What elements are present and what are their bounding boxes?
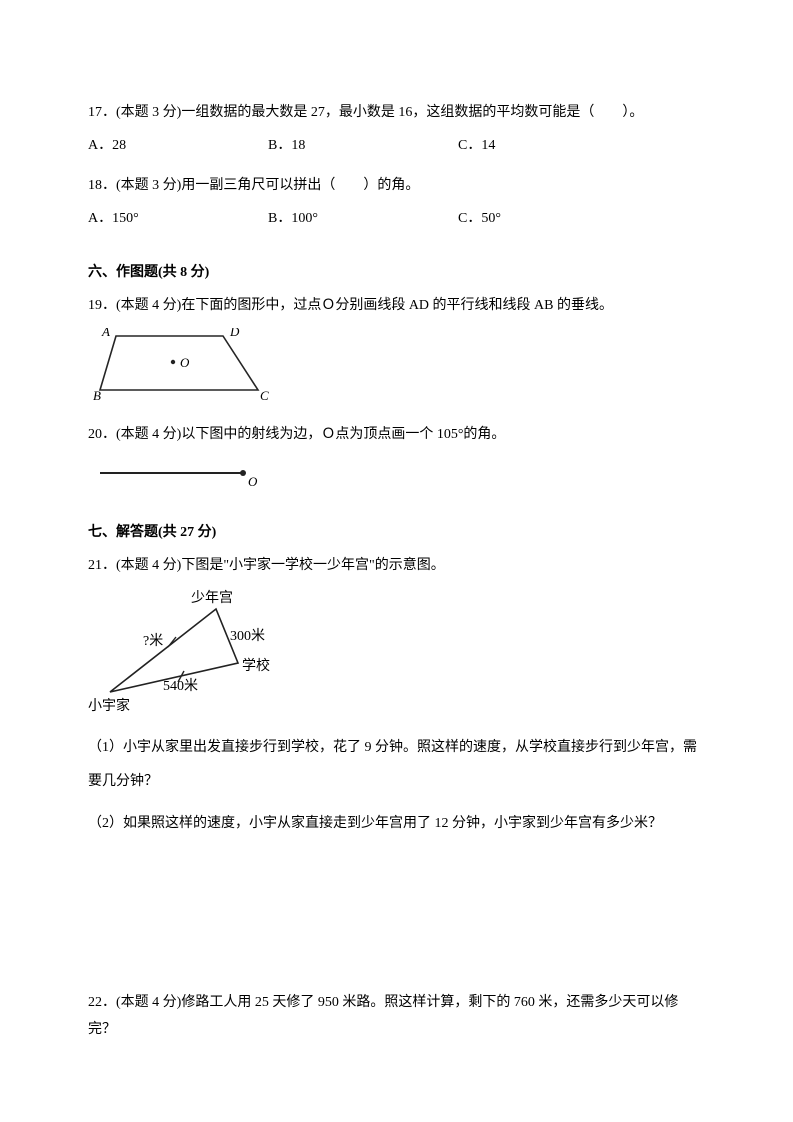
- question-19-text: 19．(本题 4 分)在下面的图形中，过点Ｏ分别画线段 AD 的平行线和线段 A…: [88, 293, 705, 320]
- q21-sub1: （1）小宇从家里出发直接步行到学校，花了 9 分钟。照这样的速度，从学校直接步行…: [88, 731, 705, 798]
- page: 17．(本题 3 分)一组数据的最大数是 27，最小数是 16，这组数据的平均数…: [0, 0, 793, 1099]
- q19-trapezoid: [100, 336, 258, 390]
- q17-option-c: C．14: [458, 133, 608, 160]
- q20-label-o: O: [248, 474, 258, 489]
- q21-label-xiaoyujia: 小宇家: [88, 697, 130, 714]
- q18-option-a: A．150°: [88, 206, 268, 233]
- q21-sub2: （2）如果照这样的速度，小宇从家直接走到少年宫用了 12 分钟，小宇家到少年宫有…: [88, 807, 705, 841]
- q17-option-a: A．28: [88, 133, 268, 160]
- q18-option-b: B．100°: [268, 206, 458, 233]
- q20-figure: O: [88, 456, 705, 492]
- q19-label-a: A: [101, 328, 110, 339]
- q19-label-o: O: [180, 355, 190, 370]
- q21-label-540: 540米: [163, 678, 198, 694]
- question-22-text: 22．(本题 4 分)修路工人用 25 天修了 950 米路。照这样计算，剩下的…: [88, 990, 705, 1043]
- question-17-options: A．28 B．18 C．14: [88, 133, 705, 160]
- q19-point-o-dot: [171, 359, 175, 363]
- question-18-text: 18．(本题 3 分)用一副三角尺可以拼出（ ）的角。: [88, 173, 705, 200]
- q20-point-o-dot: [240, 470, 246, 476]
- q19-label-b: B: [93, 388, 101, 403]
- q21-label-shaoniangong: 少年宫: [191, 590, 233, 606]
- q18-option-c: C．50°: [458, 206, 608, 233]
- q21-figure: 少年宫 300米 学校 ?米 540米 小宇家: [88, 587, 705, 717]
- q21-label-qm: ?米: [143, 633, 163, 649]
- q19-label-d: D: [229, 328, 240, 339]
- q19-label-c: C: [260, 388, 269, 403]
- section-6-title: 六、作图题(共 8 分): [88, 260, 705, 287]
- question-21-text: 21．(本题 4 分)下图是"小宇家一学校一少年宫"的示意图。: [88, 553, 705, 580]
- spacing: [88, 840, 705, 990]
- section-7-title: 七、解答题(共 27 分): [88, 520, 705, 547]
- q17-option-b: B．18: [268, 133, 458, 160]
- q21-label-300: 300米: [230, 628, 265, 644]
- question-20-text: 20．(本题 4 分)以下图中的射线为边，Ｏ点为顶点画一个 105°的角。: [88, 422, 705, 449]
- question-18-options: A．150° B．100° C．50°: [88, 206, 705, 233]
- question-17-text: 17．(本题 3 分)一组数据的最大数是 27，最小数是 16，这组数据的平均数…: [88, 100, 705, 127]
- q21-label-xuexiao: 学校: [242, 657, 270, 674]
- q19-figure: A D B C O: [88, 328, 705, 408]
